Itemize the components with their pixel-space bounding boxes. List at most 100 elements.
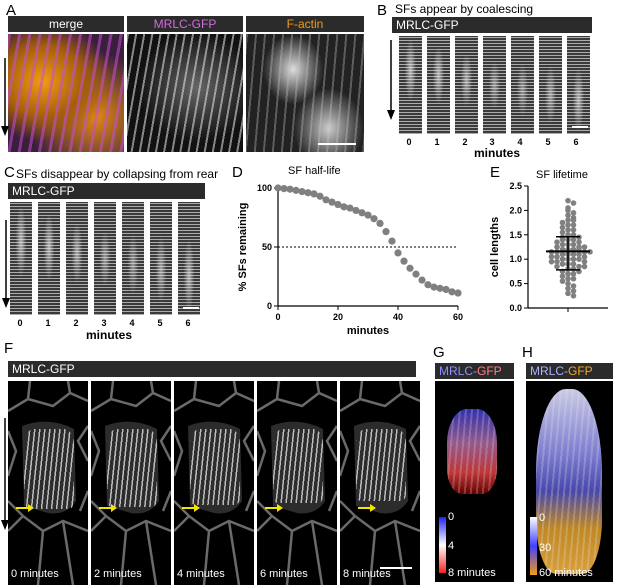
chart-e-point-40 — [570, 251, 577, 258]
panel-b-frame-0 — [399, 36, 422, 134]
chart-e-point-67 — [570, 275, 577, 282]
panel-b-tick-3: 3 — [489, 137, 495, 147]
panel-g-scale-4: 4 — [448, 540, 455, 552]
panel-b-title: SFs appear by coalescing — [395, 2, 534, 16]
chart-e-point-9 — [559, 219, 566, 226]
panel-f-direction-arrow — [1, 418, 9, 530]
chart-e-point-11 — [570, 222, 577, 228]
chart-e-point-7 — [565, 217, 571, 223]
panel-label-a: A — [6, 2, 17, 19]
chart-d-point-2 — [286, 185, 294, 193]
chart-e-point-43 — [554, 253, 560, 260]
chart-d-xtick-label-2: 40 — [393, 312, 403, 322]
panel-a-scale-bar — [318, 143, 356, 145]
lifetime-chart: SF lifetime 0.0 0.5 1.0 1.5 2.0 2.5 cell length… — [489, 169, 608, 313]
panel-c-title: SFs disappear by collapsing from rear — [16, 167, 219, 181]
panel-f-time-2: 4 minutes — [177, 568, 225, 580]
chart-d-point-15 — [364, 211, 372, 219]
panel-f-cell-4 — [356, 429, 406, 501]
chart-e-point-52 — [548, 258, 555, 265]
chart-e-title: SF lifetime — [536, 169, 588, 181]
chart-d-point-20 — [394, 249, 402, 257]
panel-c-xlabel: minutes — [86, 328, 133, 342]
chart-e-point-49 — [576, 256, 582, 262]
chart-d-point-8 — [322, 196, 330, 204]
panel-f-frame-0: 0 minutes — [8, 381, 88, 585]
chart-e-point-44 — [581, 253, 588, 260]
chart-e-ylabel: cell lengths — [489, 217, 501, 278]
panel-f-frame-4: 8 minutes — [340, 381, 420, 585]
panel-b-tick-6: 6 — [573, 137, 579, 147]
chart-e-point-50 — [554, 258, 560, 265]
panel-f-frame-1: 2 minutes — [91, 381, 171, 585]
panel-h-scale-0: 0 — [539, 512, 546, 524]
chart-e-point-15 — [559, 229, 566, 236]
chart-d-point-1 — [280, 184, 288, 193]
panel-a-mrlc-image — [127, 34, 243, 152]
chart-d-point-18 — [382, 228, 390, 236]
chart-e-point-23 — [576, 239, 582, 245]
chart-e-point-70 — [570, 283, 577, 289]
chart-e-point-27 — [559, 241, 566, 248]
panel-h-bar-part1: MRLC- — [530, 364, 568, 378]
panel-f-scale-bar — [380, 567, 412, 569]
chart-e-point-69 — [565, 280, 571, 287]
chart-d-point-26 — [430, 283, 438, 291]
panel-b-bar: MRLC-GFP — [392, 17, 592, 33]
chart-d-point-30 — [454, 289, 462, 297]
panel-c-tick-1: 1 — [45, 318, 51, 328]
chart-d-point-17 — [376, 219, 384, 227]
panel-c-tick-5: 5 — [157, 318, 163, 328]
chart-e-point-56 — [576, 263, 582, 270]
panel-f-time-0: 0 minutes — [11, 568, 59, 580]
chart-d-point-28 — [442, 285, 450, 294]
panel-c-frame-0 — [10, 202, 32, 315]
panel-b-tick-1: 1 — [434, 137, 440, 147]
panel-h-scale-30: 30 — [539, 542, 552, 554]
panel-f-arrow-icon-1 — [99, 504, 117, 512]
panel-label-g: G — [433, 344, 445, 361]
panel-b-direction-arrow — [387, 40, 395, 120]
panel-label-c: C — [4, 164, 15, 181]
panel-f-time-3: 6 minutes — [260, 568, 308, 580]
chart-e-point-4 — [570, 210, 577, 216]
chart-d-point-12 — [346, 204, 354, 212]
panel-a-header-factin: F-actin — [246, 16, 364, 32]
chart-e-point-63 — [565, 271, 571, 277]
panel-c-tick-3: 3 — [101, 318, 107, 328]
chart-d-point-27 — [436, 284, 444, 292]
panel-g-scale-0: 0 — [448, 511, 455, 523]
chart-e-point-42 — [576, 251, 582, 258]
chart-e-point-73 — [565, 290, 571, 297]
panel-h-bar: MRLC-GFP — [526, 363, 613, 379]
chart-e-point-29 — [554, 244, 560, 250]
chart-e-point-30 — [581, 244, 588, 250]
chart-d-point-6 — [310, 190, 318, 198]
chart-d-point-9 — [328, 198, 336, 206]
panel-c-frame-6 — [178, 202, 200, 315]
chart-e-point-41 — [559, 251, 566, 258]
panel-c-tick-0: 0 — [17, 318, 23, 328]
panel-a-direction-arrow — [1, 58, 9, 136]
chart-d-point-25 — [424, 281, 432, 289]
panel-g-bar-part2: GFP — [477, 364, 502, 378]
panel-a-factin-image — [246, 34, 364, 152]
chart-e-point-64 — [570, 271, 577, 277]
panel-label-h: H — [522, 344, 533, 361]
chart-e-point-65 — [559, 273, 566, 280]
panel-c-frame-5 — [150, 202, 172, 315]
chart-e-point-10 — [565, 222, 571, 228]
chart-e-point-0 — [565, 197, 571, 204]
panel-c-tick-6: 6 — [185, 318, 191, 328]
chart-d-point-4 — [298, 187, 306, 196]
panel-f-time-4: 8 minutes — [343, 568, 391, 580]
panel-b-frame-3 — [483, 36, 506, 134]
chart-e-point-51 — [581, 258, 588, 265]
panel-c-scale-bar — [183, 307, 199, 309]
panel-b-tick-4: 4 — [517, 137, 523, 147]
panel-b-tick-5: 5 — [545, 137, 551, 147]
panel-c-frame-1 — [38, 202, 60, 315]
panel-f-cell-0 — [24, 429, 74, 509]
chart-e-point-48 — [559, 256, 566, 262]
panel-b-frame-4 — [511, 36, 534, 134]
